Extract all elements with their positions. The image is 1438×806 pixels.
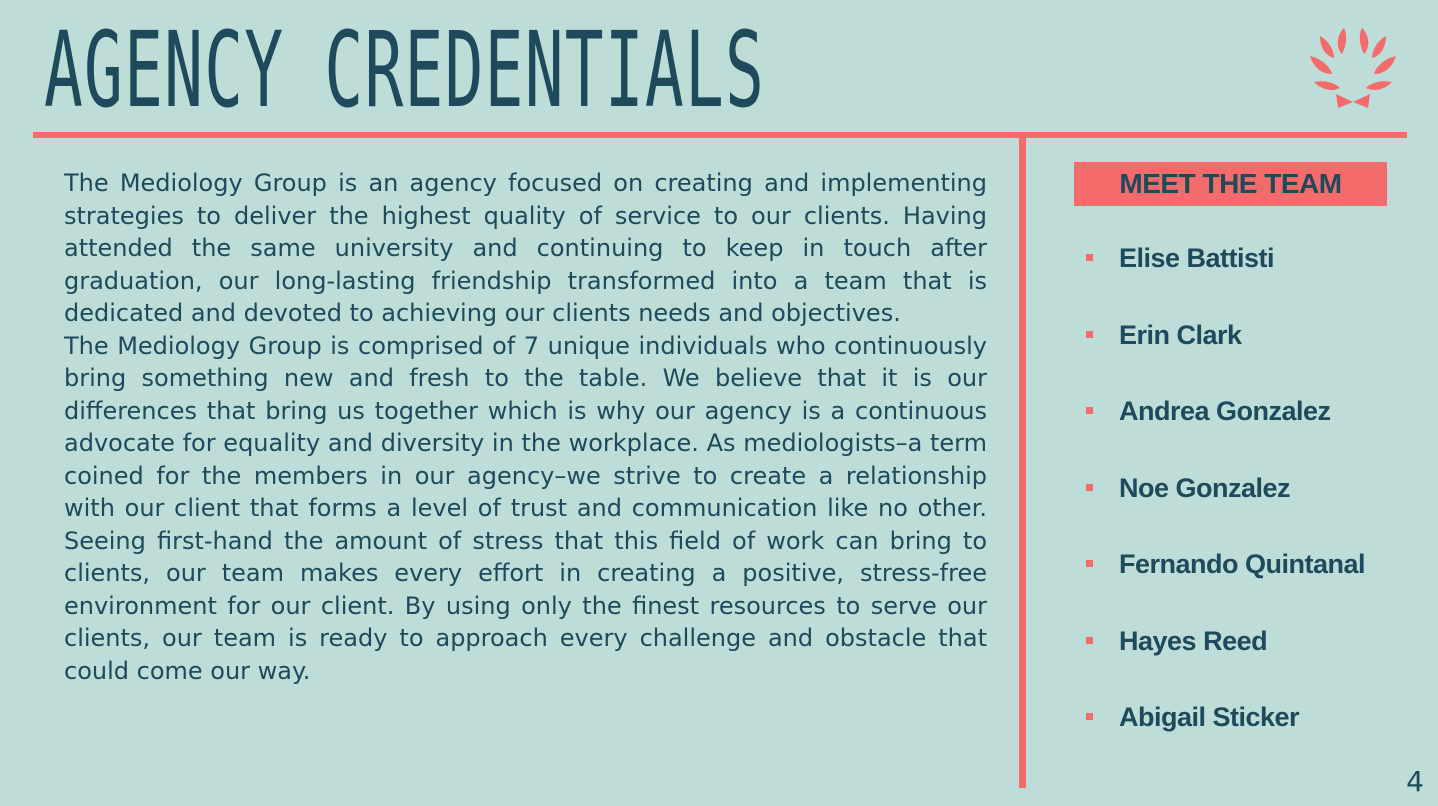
list-item: Abigail Sticker [1086,695,1365,772]
agency-description: The Mediology Group is an agency focused… [64,167,987,687]
list-item: Andrea Gonzalez [1086,389,1365,466]
list-item: Erin Clark [1086,313,1365,390]
square-bullet-icon [1086,330,1093,338]
team-member-name: Abigail Sticker [1119,702,1300,732]
team-member-name: Erin Clark [1119,319,1242,350]
team-member-name: Noe Gonzalez [1119,472,1291,503]
team-member-list: Elise Battisti Erin Clark Andrea Gonzale… [1086,236,1366,772]
vertical-divider [1019,138,1026,788]
page-number: 4 [1406,765,1424,798]
description-paragraph-1: The Mediology Group is an agency focused… [64,169,987,327]
square-bullet-icon [1086,407,1093,414]
list-item: Fernando Quintanal [1086,542,1366,619]
laurel-wreath-icon [1310,28,1396,108]
square-bullet-icon [1086,636,1093,644]
list-item: Noe Gonzalez [1086,466,1365,543]
team-member-name: Fernando Quintanal [1119,549,1366,579]
meet-the-team-header: MEET THE TEAM [1074,162,1387,206]
square-bullet-icon [1086,254,1093,261]
list-item: Hayes Reed [1086,619,1365,696]
team-member-name: Andrea Gonzalez [1119,396,1331,426]
team-member-name: Hayes Reed [1119,625,1268,656]
page-title: AGENCY CREDENTIALS [44,9,766,131]
team-header-label: MEET THE TEAM [1119,168,1342,199]
list-item: Elise Battisti [1086,236,1365,313]
square-bullet-icon [1086,713,1093,720]
team-member-name: Elise Battisti [1119,243,1275,273]
square-bullet-icon [1086,483,1093,491]
description-paragraph-2: The Mediology Group is comprised of 7 un… [64,331,987,685]
square-bullet-icon [1086,560,1093,567]
horizontal-divider [33,132,1407,138]
